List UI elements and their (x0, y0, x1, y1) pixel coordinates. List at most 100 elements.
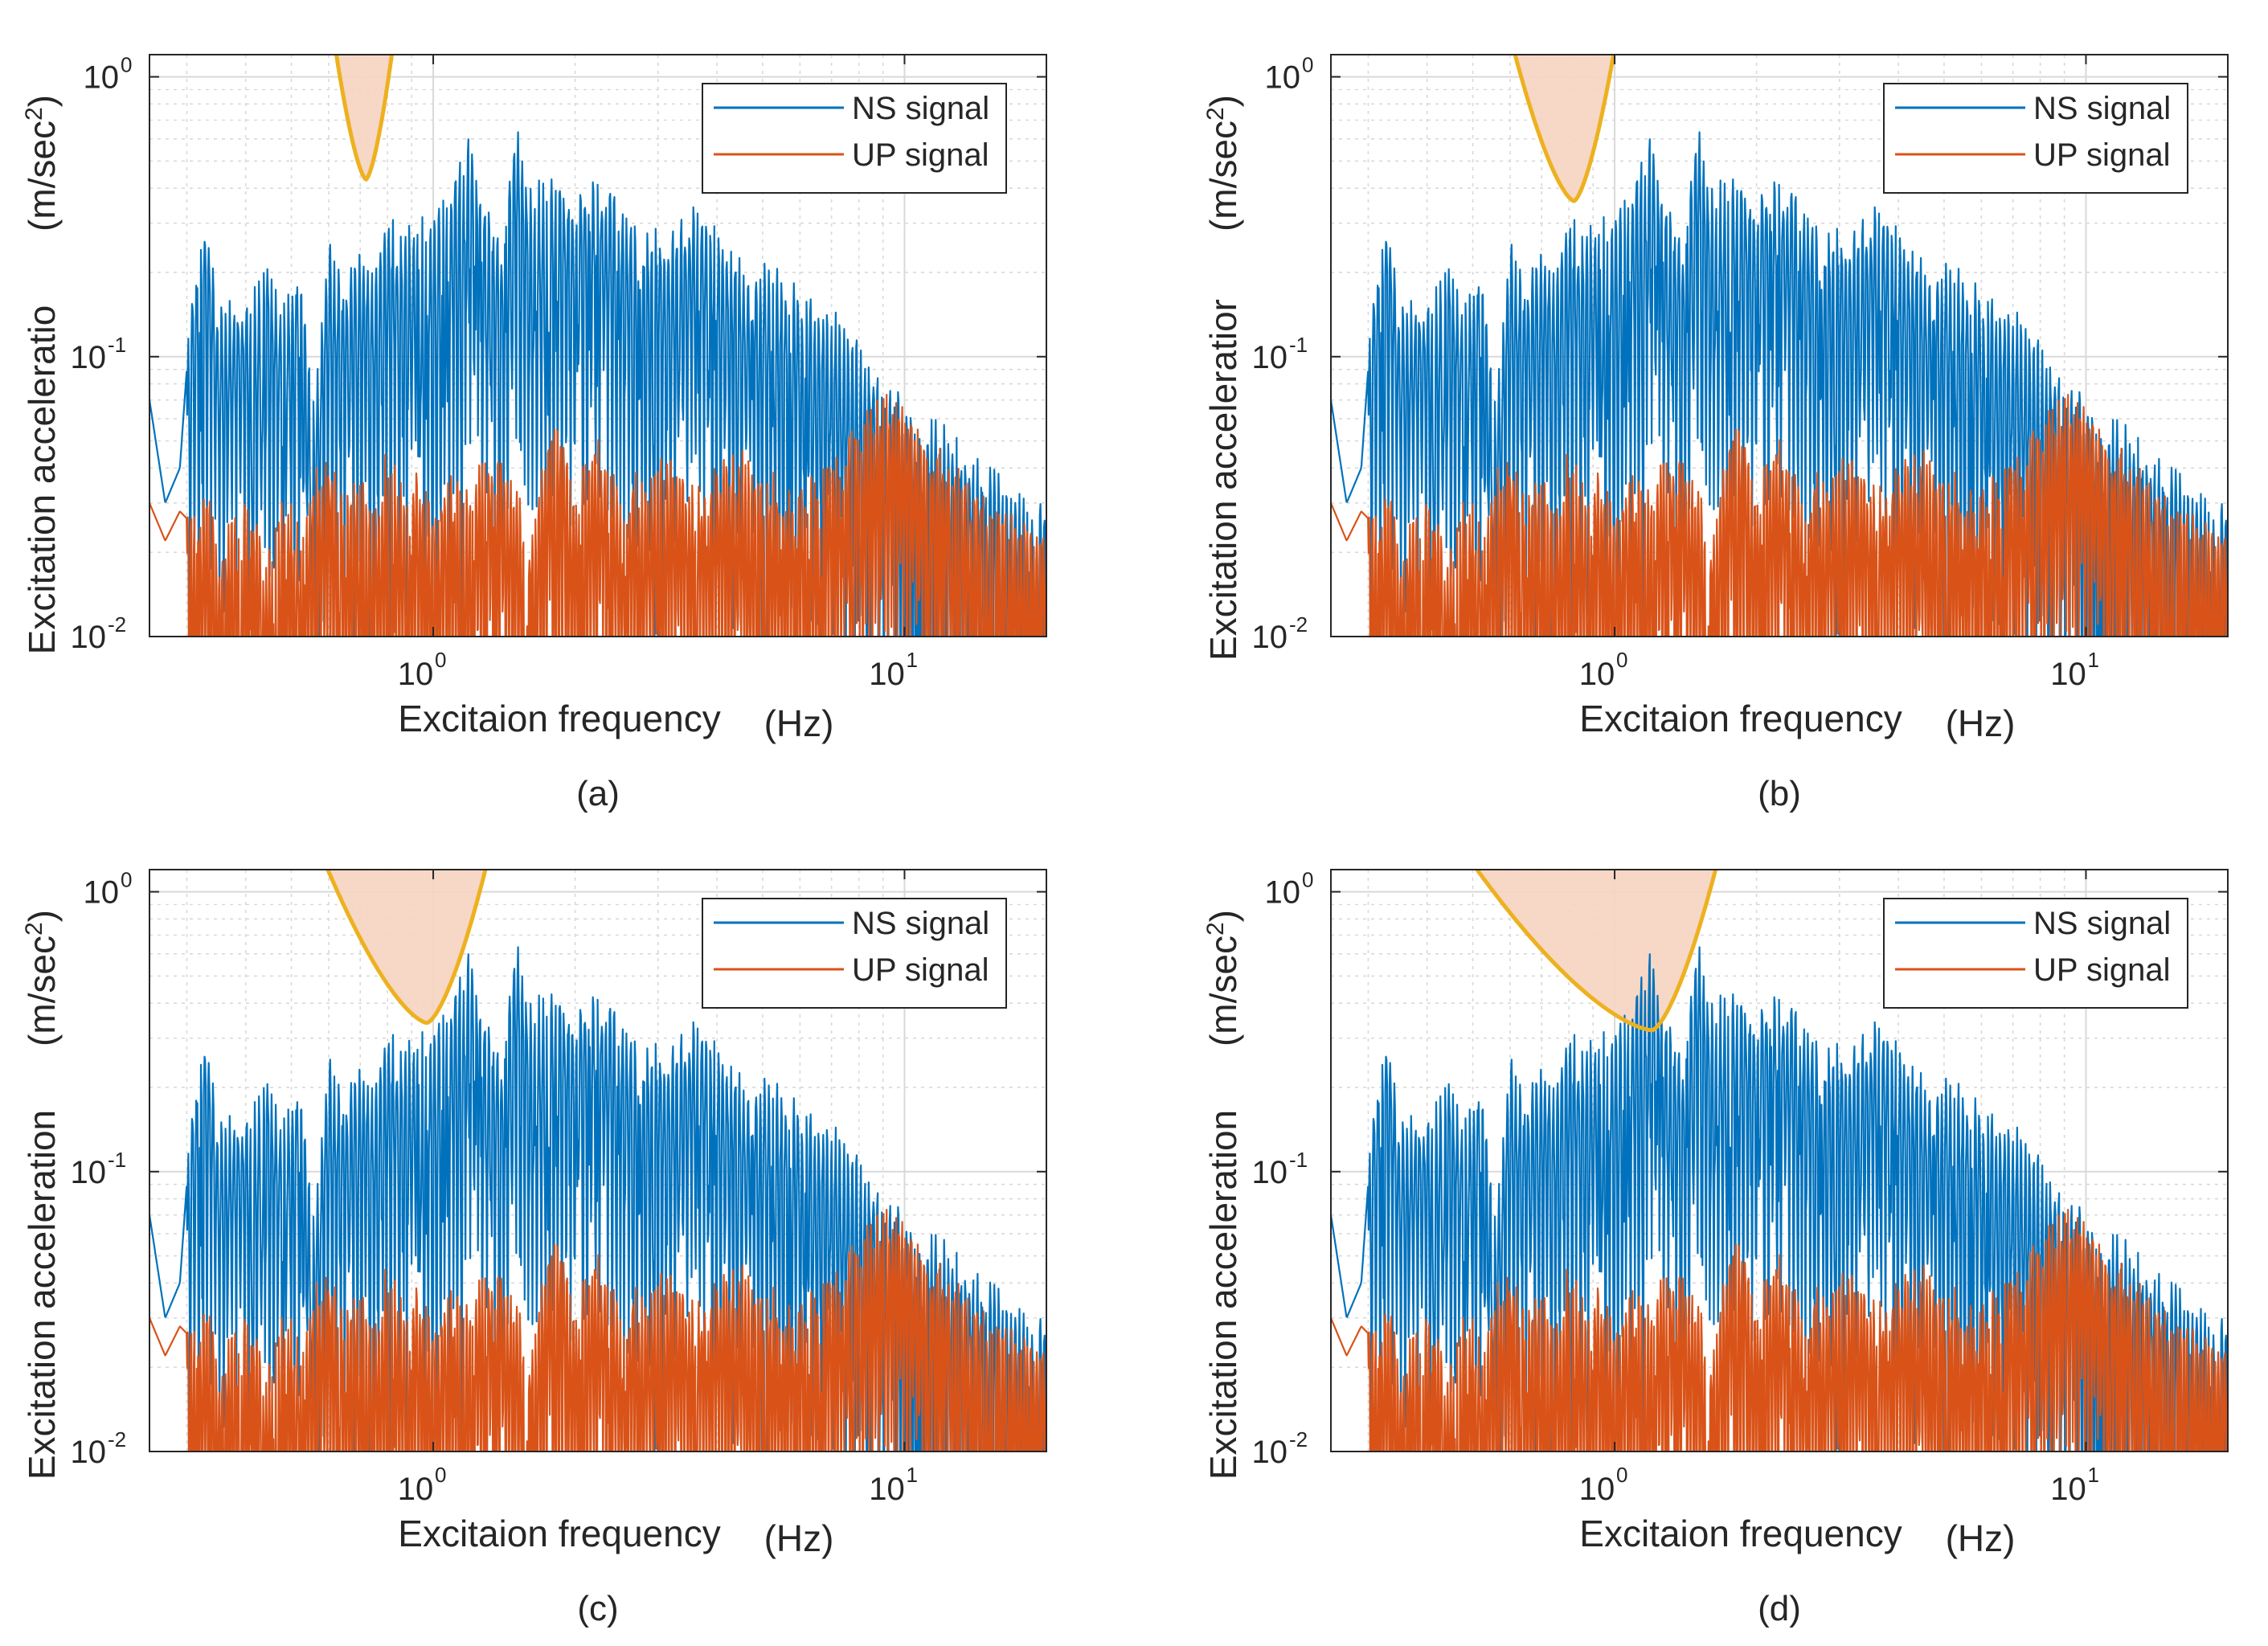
panel-label: (d) (1758, 1589, 1801, 1628)
notch-curve (1513, 55, 1616, 203)
x-tick-label: 10 (869, 1472, 905, 1507)
legend: NS signal UP signal (702, 83, 1007, 194)
x-tick-exponent: 1 (2087, 648, 2098, 672)
y-axis-unit: (m/sec2) (21, 95, 63, 231)
x-tick-label: 10 (1579, 1472, 1615, 1507)
x-tick-label: 10 (1579, 657, 1615, 692)
legend-ns-label: NS signal (852, 906, 989, 941)
x-tick-label: 10 (2050, 657, 2086, 692)
notch-curve (334, 55, 395, 182)
x-axis-title: Excitaion frequency (1579, 1513, 1902, 1554)
legend-box (1883, 898, 2188, 1009)
legend-box (702, 898, 1007, 1009)
x-axis-title: Excitaion frequency (1579, 698, 1902, 739)
y-tick-label: 10 (1252, 1435, 1288, 1470)
legend-up-label: UP signal (2033, 952, 2170, 988)
y-tick-exponent: -1 (1289, 333, 1308, 357)
y-axis-title: Excitation acceleratior (1202, 299, 1244, 661)
y-tick-exponent: -1 (1289, 1148, 1308, 1172)
series-group (1331, 870, 2228, 1452)
up-signal-line (149, 394, 1046, 637)
legend-ns-label: NS signal (2033, 906, 2171, 941)
y-tick-label: 10 (1252, 620, 1288, 655)
y-axis-unit: (m/sec2) (21, 910, 63, 1046)
axes-box (149, 869, 1047, 1452)
x-tick-exponent: 1 (906, 648, 917, 672)
up-signal-line (149, 1209, 1046, 1452)
x-tick-exponent: 1 (906, 1463, 917, 1487)
y-tick-exponent: 0 (1302, 868, 1313, 892)
x-tick-label: 10 (869, 657, 905, 692)
notch-band-fill (1476, 870, 1716, 1030)
x-tick-label: 10 (398, 1472, 434, 1507)
legend-up-label: UP signal (852, 137, 989, 173)
x-tick-exponent: 0 (435, 1463, 446, 1487)
y-tick-label: 10 (84, 875, 120, 911)
up-signal-line (1331, 394, 2228, 637)
y-tick-exponent: -2 (108, 1427, 126, 1452)
series-group (149, 870, 1046, 1452)
x-axis-title: Excitaion frequency (398, 698, 720, 739)
notch-band-fill (336, 55, 392, 180)
y-tick-exponent: -2 (108, 612, 126, 637)
y-tick-exponent: 0 (121, 53, 132, 77)
y-tick-exponent: -2 (1289, 612, 1308, 637)
series-group (149, 55, 1046, 637)
notch-curve (1474, 870, 1718, 1033)
x-axis-title: Excitaion frequency (398, 1513, 720, 1554)
ticks (1331, 55, 2228, 637)
panel-label: (a) (576, 774, 620, 813)
legend-up-label: UP signal (2033, 137, 2170, 173)
axes-box (1330, 869, 2229, 1452)
y-axis-unit: (m/sec2) (1202, 910, 1244, 1046)
x-tick-exponent: 1 (2087, 1463, 2098, 1487)
x-tick-exponent: 0 (1616, 648, 1627, 672)
legend-box (1883, 83, 2188, 194)
legend: NS signal UP signal (1883, 83, 2188, 194)
y-tick-label: 10 (1252, 1155, 1288, 1190)
y-tick-label: 10 (71, 1435, 107, 1470)
series-group (1331, 55, 2228, 637)
y-tick-label: 10 (71, 620, 107, 655)
x-axis-unit: (Hz) (764, 702, 834, 744)
ticks (149, 870, 1046, 1452)
panel-label: (c) (577, 1589, 618, 1628)
y-tick-label: 10 (84, 60, 120, 96)
y-axis-title: Excitation acceleration (1202, 1110, 1244, 1480)
y-axis-title: Excitation acceleratio (21, 305, 63, 655)
legend-ns-label: NS signal (852, 91, 989, 126)
up-signal-line (1331, 1209, 2228, 1452)
y-tick-exponent: 0 (121, 868, 132, 892)
y-axis-title: Excitation acceleration (21, 1110, 63, 1480)
x-axis-unit: (Hz) (764, 1517, 834, 1559)
ticks (149, 55, 1046, 637)
y-tick-label: 10 (1265, 875, 1301, 911)
y-tick-exponent: -1 (108, 333, 126, 357)
y-tick-label: 10 (1265, 60, 1301, 96)
x-tick-exponent: 0 (435, 648, 446, 672)
y-tick-label: 10 (71, 1155, 107, 1190)
axes-box (1330, 54, 2229, 637)
y-tick-label: 10 (71, 340, 107, 375)
legend: NS signal UP signal (1883, 898, 2188, 1009)
y-axis-unit: (m/sec2) (1202, 95, 1244, 231)
panel-label: (b) (1758, 774, 1801, 813)
x-axis-unit: (Hz) (1946, 702, 2016, 744)
x-tick-exponent: 0 (1616, 1463, 1627, 1487)
legend-box (702, 83, 1007, 194)
x-axis-unit: (Hz) (1946, 1517, 2016, 1559)
notch-band-fill (327, 870, 485, 1023)
y-tick-exponent: -2 (1289, 1427, 1308, 1452)
legend-ns-label: NS signal (2033, 91, 2171, 126)
y-tick-exponent: -1 (108, 1148, 126, 1172)
legend-up-label: UP signal (852, 952, 989, 988)
ticks (1331, 870, 2228, 1452)
x-tick-label: 10 (2050, 1472, 2086, 1507)
y-tick-exponent: 0 (1302, 53, 1313, 77)
axes-box (149, 54, 1047, 637)
x-tick-label: 10 (398, 657, 434, 692)
